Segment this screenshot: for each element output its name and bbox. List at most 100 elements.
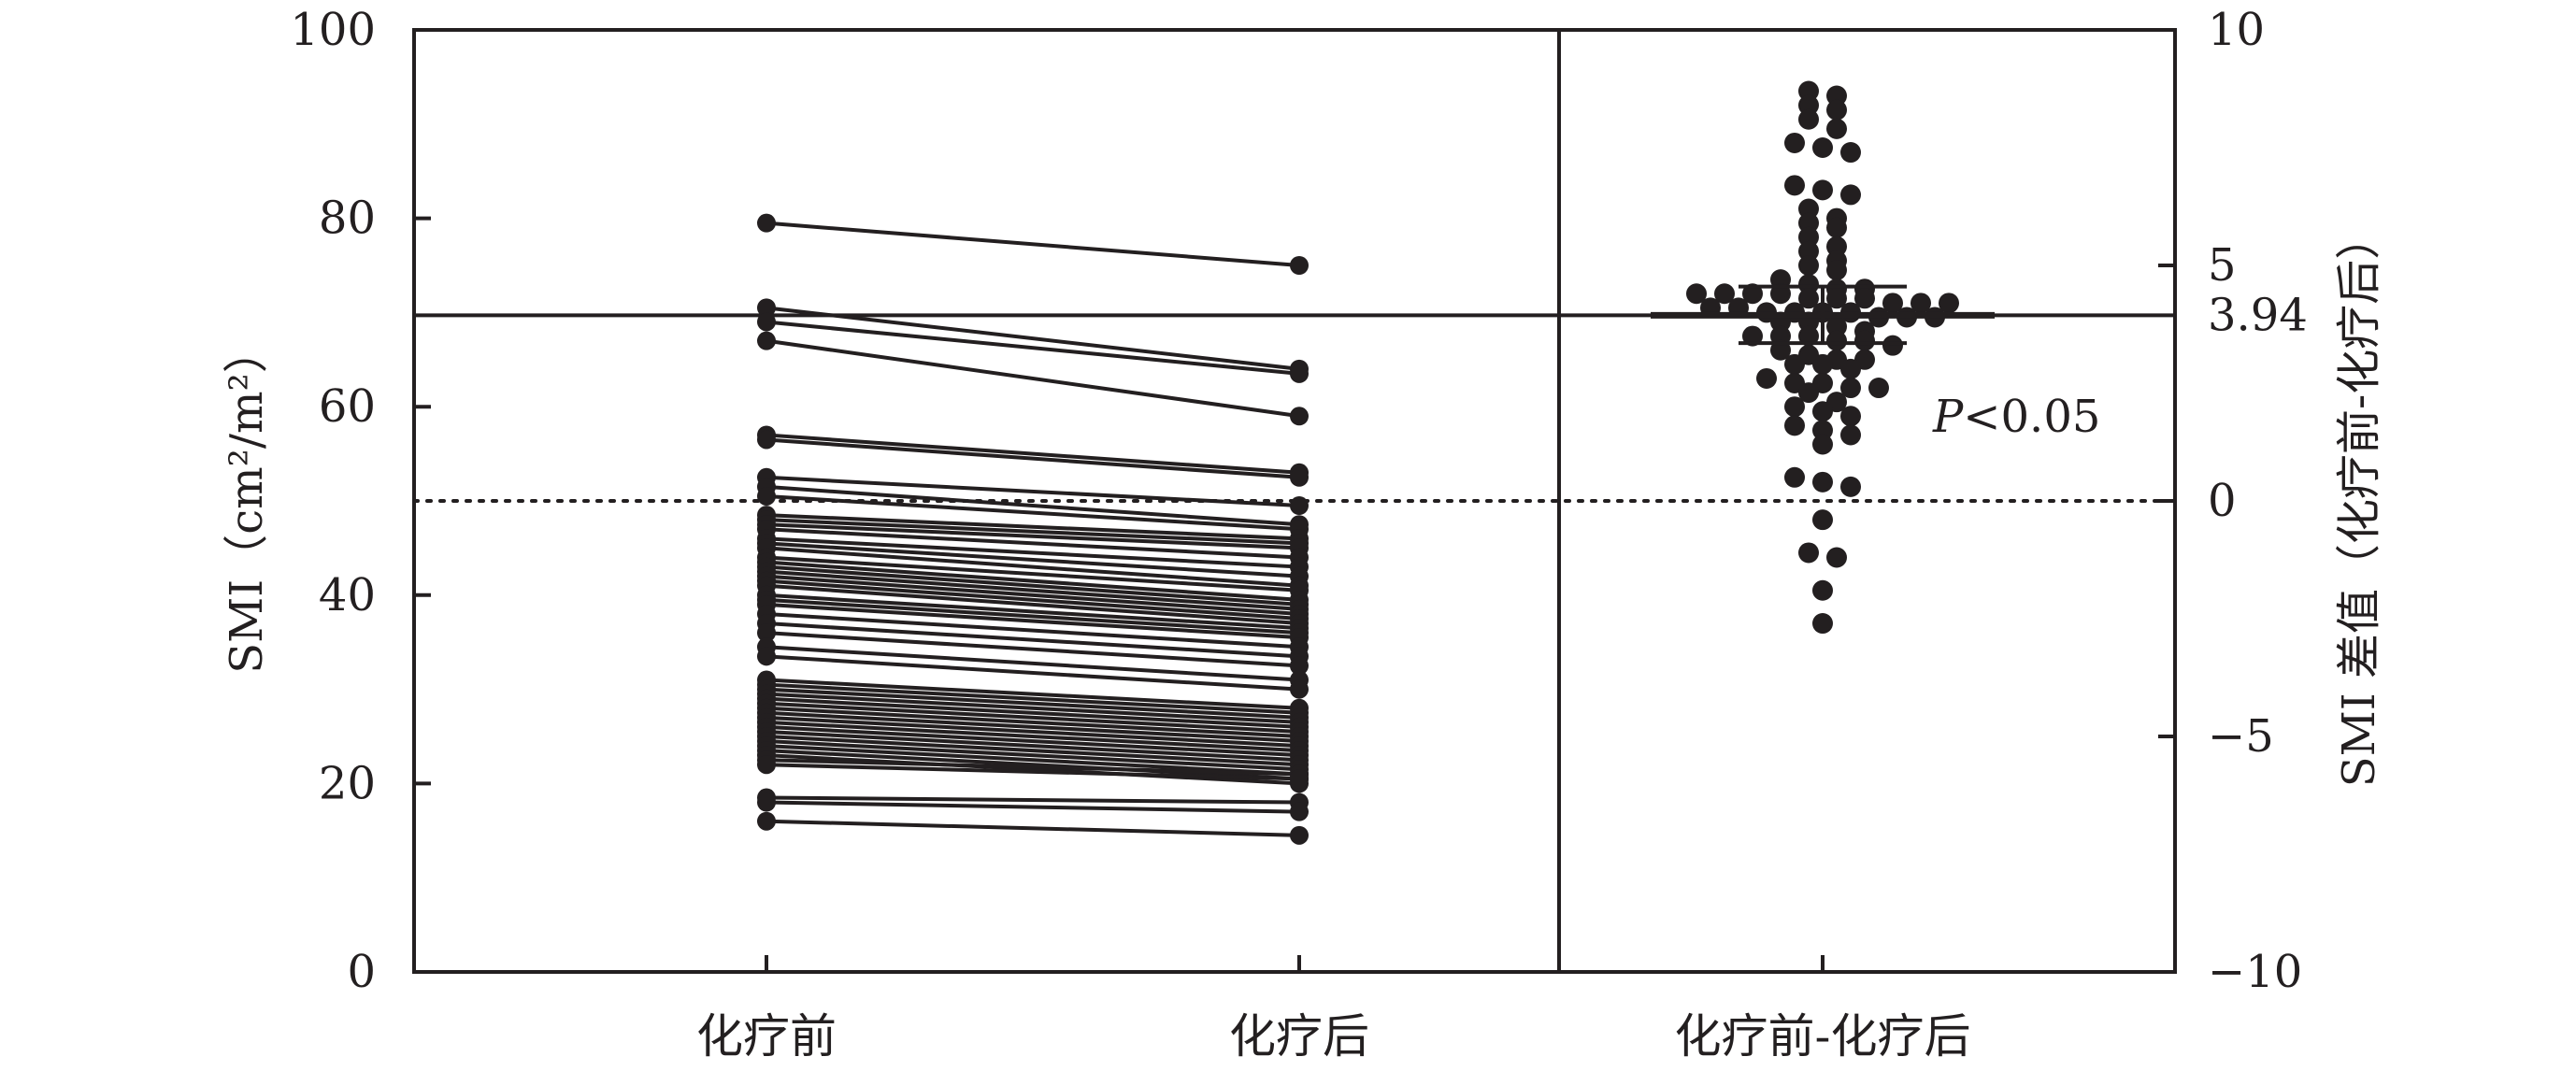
paired-line	[766, 763, 1300, 781]
difference-point	[1840, 476, 1861, 497]
pre-chemo-point	[757, 430, 776, 450]
difference-point	[1826, 288, 1847, 309]
paired-line	[766, 493, 1300, 532]
paired-line	[766, 611, 1300, 650]
difference-point	[1812, 401, 1833, 422]
paired-lines	[766, 221, 1300, 837]
post-chemo-point	[1290, 802, 1309, 821]
paired-line	[766, 564, 1300, 607]
difference-point	[1756, 367, 1777, 389]
paired-line	[766, 819, 1300, 837]
difference-point	[1798, 80, 1819, 102]
paired-line	[766, 583, 1300, 626]
post-chemo-point	[1290, 769, 1309, 789]
paired-line	[766, 739, 1300, 772]
paired-line	[766, 715, 1300, 749]
difference-point	[1812, 509, 1833, 531]
p-value-annotation: P<0.05	[1932, 391, 2100, 443]
mean-marker	[1651, 284, 1995, 346]
paired-line	[766, 578, 1300, 621]
paired-line	[766, 602, 1300, 640]
difference-point	[1812, 137, 1833, 158]
pre-chemo-point	[757, 312, 776, 332]
data-points	[757, 80, 1959, 845]
axis-ticks	[414, 28, 2175, 974]
difference-point	[1742, 325, 1763, 347]
post-chemo-point	[1290, 407, 1309, 426]
right-axis-title: SMI 差值（化疗前-化疗后）	[2333, 215, 2385, 787]
paired-line	[766, 527, 1300, 560]
x-category-label: 化疗前	[696, 1009, 837, 1064]
paired-line	[766, 621, 1300, 659]
paired-line	[766, 320, 1300, 376]
post-chemo-point	[1290, 256, 1309, 275]
pre-chemo-point	[757, 298, 776, 318]
difference-point	[1770, 283, 1791, 305]
difference-point	[1784, 132, 1805, 153]
difference-point	[1840, 142, 1861, 164]
paired-line	[766, 729, 1300, 763]
difference-point	[1742, 283, 1763, 305]
paired-line	[766, 306, 1300, 371]
left-y-tick-label: 40	[319, 569, 376, 621]
paired-line	[766, 221, 1300, 267]
paired-line	[766, 546, 1300, 588]
difference-point	[1714, 283, 1735, 305]
difference-point	[1798, 255, 1819, 276]
pre-chemo-point	[757, 647, 776, 666]
difference-point	[1798, 288, 1819, 309]
difference-point	[1784, 175, 1805, 196]
pre-chemo-point	[757, 793, 776, 812]
difference-point	[1798, 325, 1819, 347]
paired-line	[766, 433, 1300, 475]
paired-line	[766, 574, 1300, 616]
difference-point	[1798, 94, 1819, 116]
post-chemo-point	[1290, 679, 1309, 699]
paired-line	[766, 720, 1300, 753]
x-category-label: 化疗前-化疗后	[1675, 1009, 1971, 1064]
difference-point	[1868, 378, 1889, 399]
difference-point	[1840, 424, 1861, 446]
left-y-tick-label: 60	[319, 380, 376, 433]
pre-chemo-point	[757, 213, 776, 233]
difference-point	[1812, 420, 1833, 441]
difference-point	[1826, 260, 1847, 281]
paired-line	[766, 706, 1300, 738]
chart-text: 0 20 40 60 80 100 −10 −5 0 5 10 3.94 化疗前 化疗后 化疗前-化疗后 SM…	[221, 4, 2385, 1064]
pre-chemo-point	[757, 331, 776, 350]
post-chemo-point	[1290, 364, 1309, 383]
post-chemo-point	[1290, 656, 1309, 676]
difference-point	[1840, 358, 1861, 379]
difference-point	[1798, 198, 1819, 220]
difference-point	[1770, 339, 1791, 361]
paired-line	[766, 678, 1300, 710]
paired-line	[766, 541, 1300, 578]
pre-chemo-point	[757, 755, 776, 775]
difference-point	[1686, 283, 1707, 305]
difference-point	[1798, 108, 1819, 130]
difference-point	[1812, 613, 1833, 635]
difference-point	[1826, 547, 1847, 568]
difference-point	[1911, 293, 1931, 314]
difference-point	[1826, 330, 1847, 351]
paired-line	[766, 513, 1300, 541]
paired-line	[766, 744, 1300, 777]
paired-line	[766, 569, 1300, 611]
paired-line	[766, 682, 1300, 715]
right-y-tick-label: −5	[2208, 710, 2274, 763]
paired-line	[766, 710, 1300, 744]
paired-line	[766, 654, 1300, 692]
right-y-tick-label: 10	[2208, 4, 2265, 56]
paired-line	[766, 522, 1300, 550]
difference-point	[1939, 293, 1959, 314]
paired-line	[766, 753, 1300, 786]
paired-line	[766, 758, 1300, 777]
paired-line	[766, 735, 1300, 767]
paired-line	[766, 555, 1300, 593]
difference-point	[1812, 434, 1833, 455]
difference-point	[1882, 335, 1903, 356]
paired-line	[766, 701, 1300, 734]
difference-point	[1826, 316, 1847, 337]
right-y-tick-label: 0	[2208, 475, 2237, 527]
